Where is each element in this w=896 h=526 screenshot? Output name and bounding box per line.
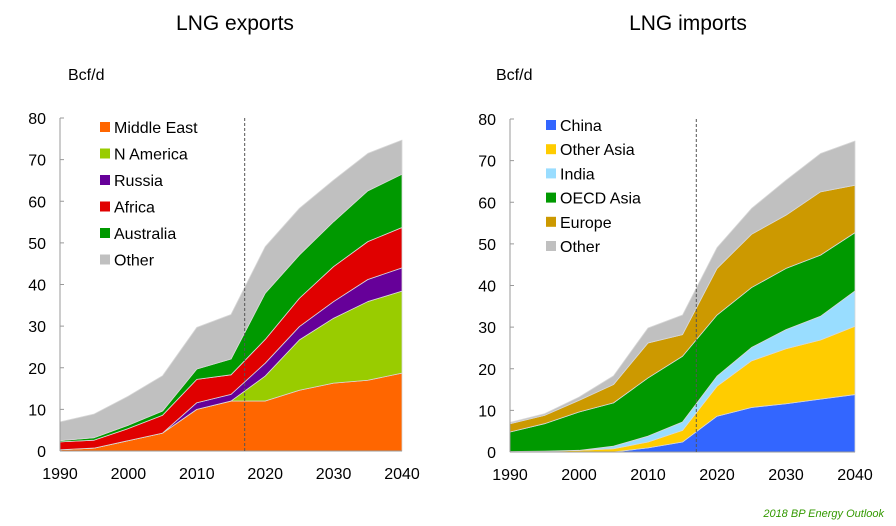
exports-legend-label: Australia [114,226,176,243]
imports-legend-swatch [546,168,556,179]
exports-x-tick-label: 1990 [42,466,78,483]
exports-x-tick-label: 2040 [384,466,420,483]
exports-legend-swatch [100,175,110,185]
exports-y-tick-label: 10 [28,402,46,419]
exports-legend-label: Other [114,253,155,270]
imports-x-tick-label: 2030 [768,467,804,484]
imports-y-tick-label: 50 [478,237,496,254]
imports-area-other [509,140,856,425]
exports-x-tick-label: 2000 [111,466,147,483]
imports-legend-label: Other Asia [560,142,635,159]
imports-legend-label: Europe [560,215,612,232]
exports-legend-label: Russia [114,173,163,190]
imports-legend-label: Other [560,239,601,256]
imports-y-tick-label: 30 [478,320,496,337]
imports-y-tick-label: 40 [478,279,496,296]
exports-legend-swatch [100,122,110,132]
exports-chart-title: LNG exports [176,12,294,35]
imports-y-tick-label: 80 [478,112,496,129]
exports-y-tick-label: 50 [28,236,46,253]
imports-legend-swatch [546,144,556,155]
imports-legend-label: China [560,118,602,135]
imports-legend-label: OECD Asia [560,191,641,208]
exports-legend-label: Africa [114,200,155,217]
imports-legend-swatch [546,241,556,251]
exports-x-tick-label: 2030 [316,466,352,483]
exports-x-tick-label: 2020 [247,466,283,483]
exports-y-tick-label: 80 [28,111,46,128]
exports-legend-swatch [100,148,110,159]
imports-x-tick-label: 2000 [561,467,597,484]
exports-legend-swatch [100,228,110,238]
exports-y-tick-label: 40 [28,278,46,295]
exports-y-axis-label: Bcf/d [68,67,105,84]
imports-y-tick-label: 70 [478,154,496,171]
exports-y-tick-label: 30 [28,319,46,336]
exports-x-tick-label: 2010 [179,466,215,483]
imports-y-tick-label: 10 [478,403,496,420]
source-footer: 2018 BP Energy Outlook [763,508,884,520]
exports-legend-label: N America [114,147,188,164]
imports-y-tick-label: 60 [478,195,496,212]
imports-x-tick-label: 2020 [699,467,735,484]
imports-x-tick-label: 1990 [492,467,528,484]
exports-legend-swatch [100,254,110,265]
imports-x-tick-label: 2040 [837,467,873,484]
exports-y-tick-label: 20 [28,361,46,378]
exports-area-other [59,139,403,441]
imports-y-axis-label: Bcf/d [496,67,533,84]
imports-legend-swatch [546,216,556,227]
exports-legend-label: Middle East [114,120,198,137]
exports-y-tick-label: 60 [28,194,46,211]
exports-y-tick-label: 0 [37,444,46,461]
imports-y-tick-label: 0 [487,445,496,462]
imports-y-tick-label: 20 [478,362,496,379]
exports-y-tick-label: 70 [28,153,46,170]
imports-legend-swatch [546,120,556,130]
exports-legend-swatch [100,201,110,212]
imports-legend-swatch [546,192,556,203]
imports-chart-title: LNG imports [629,12,747,35]
imports-legend-label: India [560,166,595,183]
imports-x-tick-label: 2010 [630,467,666,484]
